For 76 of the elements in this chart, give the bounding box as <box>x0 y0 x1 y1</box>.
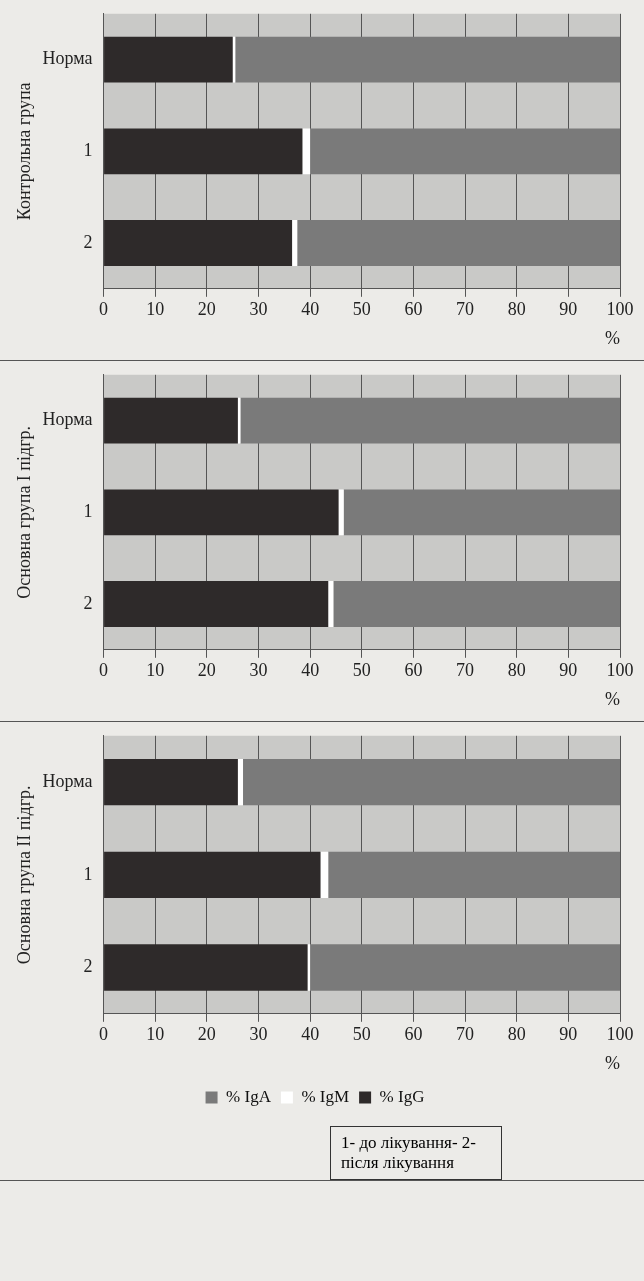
x-tick-label: 40 <box>301 660 320 681</box>
y-axis-title: Контрольна група <box>13 82 34 221</box>
x-tick-label: 10 <box>146 660 165 681</box>
bar <box>310 944 620 991</box>
legend-label: % IgG <box>379 1086 425 1106</box>
x-tick-label: 100 <box>606 299 634 320</box>
bar <box>297 220 620 266</box>
x-tick-label: 30 <box>249 660 268 681</box>
x-tick-label: 10 <box>146 1024 165 1045</box>
y-tick-label: Норма <box>42 770 93 791</box>
bar <box>292 220 298 266</box>
x-tick-label: 0 <box>99 1024 109 1045</box>
bar <box>343 489 620 536</box>
x-tick-label: 0 <box>99 299 109 320</box>
x-tick-label: 60 <box>404 299 423 320</box>
bar <box>104 397 238 444</box>
bar <box>235 36 620 83</box>
bar <box>104 758 238 806</box>
y-axis-title: Основна група II підгр. <box>13 785 34 965</box>
x-tick-label: 60 <box>404 1024 423 1045</box>
x-tick-label: 50 <box>352 299 371 320</box>
x-tick-label: 50 <box>352 660 371 681</box>
bar <box>320 851 329 898</box>
bar <box>237 758 244 806</box>
bar <box>104 220 293 266</box>
x-tick-label: 20 <box>197 660 216 681</box>
x-tick-label: 80 <box>507 1024 526 1045</box>
legend-label: % IgM <box>301 1086 350 1106</box>
x-tick-label: 100 <box>606 660 634 681</box>
x-tick-label: 70 <box>456 299 475 320</box>
y-tick-label: 1 <box>83 501 93 522</box>
x-tick-label: 30 <box>249 299 268 320</box>
bar <box>333 581 620 627</box>
x-tick-label: 0 <box>99 660 109 681</box>
bar <box>104 581 329 627</box>
bar <box>104 128 303 175</box>
y-axis-title: Основна група I підгр. <box>13 425 34 599</box>
x-tick-label: 50 <box>352 1024 371 1045</box>
bar <box>240 397 620 444</box>
bar <box>310 128 620 175</box>
bar <box>104 851 321 898</box>
x-tick-label: 60 <box>404 660 423 681</box>
x-tick-label: 20 <box>197 299 216 320</box>
bar <box>104 489 339 536</box>
x-tick-label: 30 <box>249 1024 268 1045</box>
x-axis-title: % <box>605 688 620 709</box>
x-tick-label: 10 <box>146 299 165 320</box>
y-tick-label: 2 <box>83 231 93 252</box>
x-tick-label: 90 <box>559 660 578 681</box>
x-tick-label: 20 <box>197 1024 216 1045</box>
y-tick-label: Норма <box>42 48 93 69</box>
y-tick-label: 1 <box>83 863 93 884</box>
x-tick-label: 40 <box>301 1024 320 1045</box>
bar <box>302 128 311 175</box>
x-tick-label: 80 <box>507 299 526 320</box>
x-tick-label: 100 <box>606 1024 634 1045</box>
bar <box>243 758 620 806</box>
bar <box>104 944 308 991</box>
bar <box>104 36 233 83</box>
x-tick-label: 70 <box>456 1024 475 1045</box>
x-tick-label: 80 <box>507 660 526 681</box>
x-tick-label: 40 <box>301 299 320 320</box>
y-tick-label: 1 <box>83 140 93 161</box>
x-tick-label: 90 <box>559 299 578 320</box>
bar <box>338 489 344 536</box>
y-tick-label: Норма <box>42 409 93 430</box>
x-axis-title: % <box>605 1052 620 1073</box>
bar <box>328 851 620 898</box>
text: 1- до лікування- 2- після лікування <box>330 1126 502 1180</box>
y-tick-label: 2 <box>83 592 93 613</box>
x-tick-label: 70 <box>456 660 475 681</box>
x-tick-label: 90 <box>559 1024 578 1045</box>
bar <box>328 581 334 627</box>
y-tick-label: 2 <box>83 956 93 977</box>
x-axis-title: % <box>605 327 620 348</box>
legend-label: % IgA <box>226 1086 272 1106</box>
